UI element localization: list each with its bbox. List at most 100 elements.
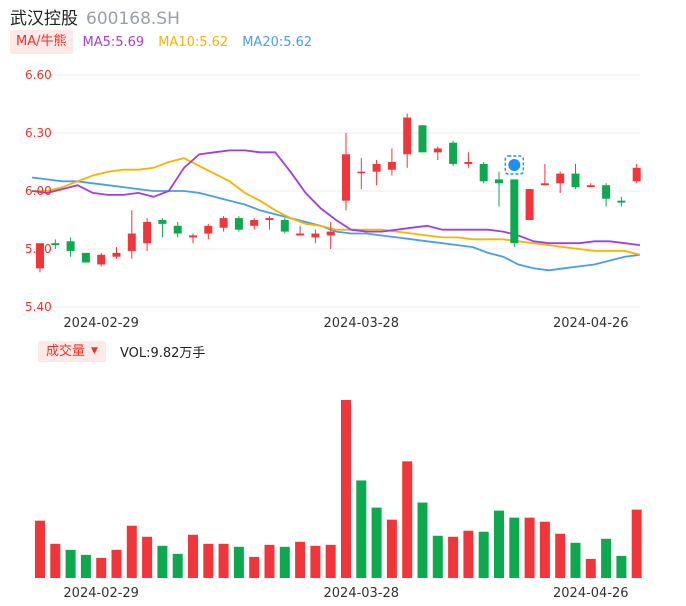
candle-body (112, 252, 121, 257)
date-tick-label: 2024-03-28 (324, 316, 400, 331)
candle-body (189, 235, 197, 238)
volume-bar (402, 461, 413, 578)
ma-indicator-tab[interactable]: MA/牛熊 (10, 30, 73, 54)
ma20-line (31, 176, 641, 272)
volume-bar (631, 509, 642, 578)
price-tick-label: 5.70 (25, 242, 52, 256)
candle-body (556, 173, 565, 184)
volume-bar (386, 519, 397, 578)
candle (586, 183, 595, 188)
volume-bar (555, 533, 566, 578)
candle-body (479, 163, 488, 182)
candle-body (602, 185, 611, 199)
candle (265, 216, 274, 230)
volume-indicator-tab[interactable]: 成交量 ▼ (38, 340, 106, 362)
volume-bars (35, 400, 642, 578)
volume-bar (142, 536, 153, 578)
stock-code: 600168.SH (86, 9, 180, 29)
candle (204, 223, 213, 240)
candle-body (418, 125, 427, 153)
candle-body (81, 252, 90, 263)
ma-legend: MA/牛熊 MA5:5.69 MA10:5.62 MA20:5.62 (10, 30, 326, 54)
candle-body (204, 225, 213, 234)
volume-bar (570, 542, 581, 578)
candle (66, 237, 75, 257)
candle (342, 133, 350, 211)
candle-body (127, 233, 136, 251)
price-axis: 6.60 6.30 6.00 5.70 5.40 (25, 68, 52, 314)
candle (81, 252, 90, 263)
ma5-legend: MA5:5.69 (82, 34, 145, 50)
volume-date-axis: 2024-02-29 2024-03-28 2024-04-26 (63, 586, 628, 601)
volume-bar (539, 521, 550, 578)
volume-bar (601, 538, 612, 578)
volume-bar (494, 510, 504, 578)
volume-bar (341, 400, 351, 578)
candle-body (403, 117, 412, 155)
candle-body (234, 218, 243, 230)
volume-bar (65, 549, 76, 578)
volume-bar (478, 531, 489, 578)
candle-body (143, 221, 152, 244)
volume-bar (509, 517, 520, 578)
ma10-legend: MA10:5.62 (158, 34, 229, 50)
candle (433, 146, 442, 161)
volume-bar (371, 507, 382, 578)
price-tick-label: 6.00 (25, 184, 52, 198)
price-tick-label: 6.30 (25, 126, 52, 140)
volume-bar (310, 545, 321, 578)
volume-bar (356, 480, 367, 578)
candle (495, 171, 503, 207)
candle (189, 233, 197, 244)
candle-body (158, 220, 167, 224)
volume-bar (249, 556, 260, 578)
candle (525, 189, 534, 220)
candle-body (97, 254, 106, 265)
volume-bar (448, 536, 459, 578)
candle-body (326, 231, 335, 236)
ma5-line (31, 149, 641, 246)
candle (112, 247, 121, 259)
date-tick-label: 2024-02-29 (63, 586, 139, 601)
ma10-line (32, 157, 641, 256)
candle-body (495, 179, 503, 184)
candle (296, 225, 305, 236)
volume-bar (432, 535, 443, 578)
volume-bar (172, 553, 183, 578)
candle-body (357, 171, 366, 174)
candle-body (250, 220, 259, 226)
candle (36, 243, 44, 273)
candle (326, 221, 335, 249)
volume-bar (585, 558, 596, 578)
stock-name: 武汉控股 (10, 9, 78, 29)
candle (632, 163, 641, 184)
volume-bar (524, 517, 535, 578)
candle (540, 163, 549, 186)
candle-body (372, 163, 381, 172)
candle (387, 148, 396, 176)
price-date-axis: 2024-02-29 2024-03-28 2024-04-26 (63, 316, 628, 331)
candle (311, 229, 320, 244)
candle-body (433, 148, 442, 153)
candle (51, 239, 60, 249)
candle-body (311, 233, 320, 238)
candle-body (586, 185, 595, 188)
candle (143, 218, 152, 251)
candle (403, 113, 412, 168)
volume-bar (203, 543, 214, 578)
volume-bar (279, 546, 290, 578)
candle (449, 140, 458, 166)
candle-body (280, 220, 289, 232)
candle (280, 218, 289, 234)
candle-body (449, 142, 458, 164)
moving-average-lines (31, 149, 641, 272)
candle (602, 183, 611, 207)
volume-bar (233, 546, 244, 578)
volume-bar (35, 520, 45, 578)
volume-legend: 成交量 ▼ VOL:9.82万手 (38, 340, 205, 362)
volume-bar (616, 555, 627, 578)
candle (97, 252, 106, 267)
date-tick-label: 2024-04-26 (553, 316, 629, 331)
candle (479, 162, 488, 184)
